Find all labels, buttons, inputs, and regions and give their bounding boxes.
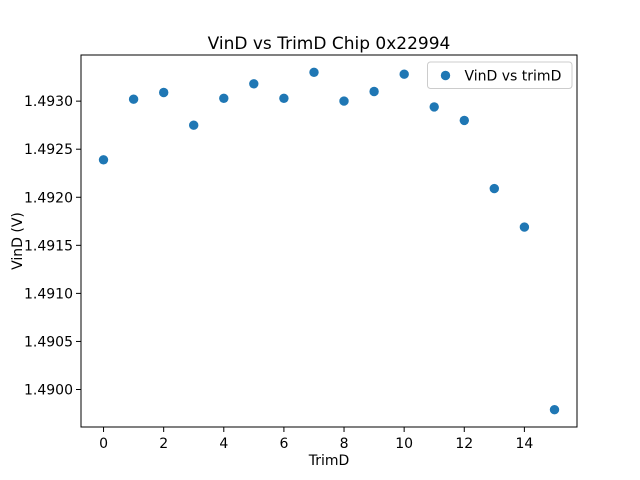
data-point	[98, 155, 109, 165]
y-tick-label: 1.4910	[24, 286, 73, 302]
data-point	[399, 69, 409, 79]
x-tick-label: 2	[159, 436, 168, 452]
x-tick-label: 0	[99, 436, 108, 452]
data-point	[549, 405, 560, 415]
legend-marker-circle-icon	[440, 70, 451, 81]
data-point	[369, 86, 379, 97]
y-tick-label: 1.4915	[24, 238, 73, 254]
y-tick-label: 1.4905	[24, 334, 73, 350]
legend-frame	[427, 61, 573, 89]
data-point	[309, 67, 319, 78]
y-axis-label: VinD (V)	[10, 212, 26, 270]
x-tick-label: 6	[279, 436, 288, 452]
legend: VinD vs trimD	[427, 61, 573, 89]
data-point	[339, 96, 349, 106]
data-point	[189, 120, 199, 130]
axes-frame	[80, 54, 578, 428]
y-tick-label: 1.4925	[24, 142, 73, 158]
y-tick-label: 1.4930	[24, 94, 73, 110]
plot-area: 0 2 4 6 8 10 12 14 1.4900 1.4905 1.4910 1.4915 1.492…	[24, 54, 578, 452]
data-point	[159, 87, 169, 98]
data-point	[429, 102, 439, 112]
data-point	[219, 93, 229, 104]
data-point	[489, 183, 499, 194]
x-tick-label: 12	[455, 436, 473, 452]
legend-label: VinD vs trimD	[465, 69, 562, 85]
data-point	[459, 115, 469, 126]
y-tick-label: 1.4920	[24, 190, 73, 206]
x-axis-label: TrimD	[308, 453, 350, 469]
y-tick-label: 1.4900	[24, 383, 73, 399]
x-tick-label: 10	[395, 436, 413, 452]
chart-title: VinD vs TrimD Chip 0x22994	[208, 34, 451, 54]
x-tick-label: 14	[515, 436, 533, 452]
data-point	[519, 222, 530, 232]
data-point	[249, 79, 259, 89]
data-point	[279, 93, 289, 104]
data-point	[128, 94, 139, 104]
x-tick-label: 4	[219, 436, 228, 452]
x-tick-label: 8	[340, 436, 349, 452]
